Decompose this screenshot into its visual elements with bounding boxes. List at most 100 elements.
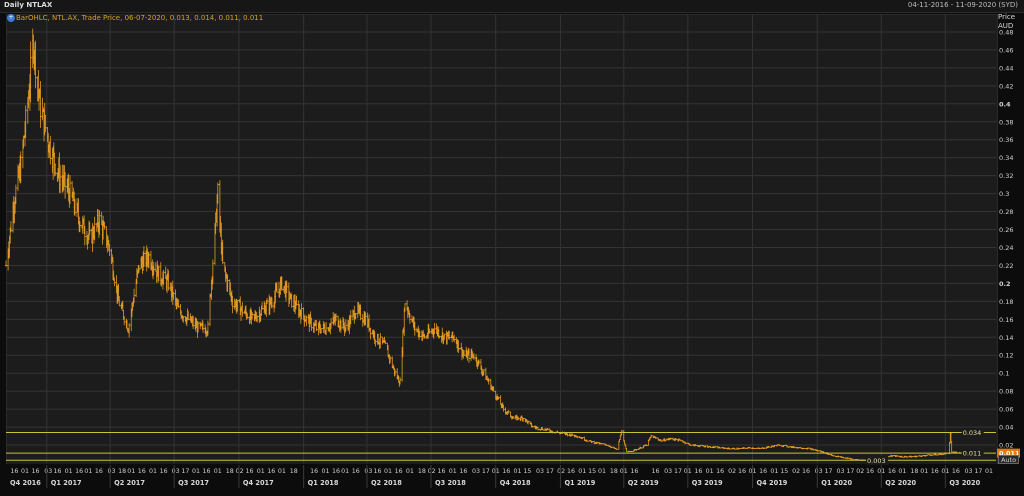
x-tick-label: 16: [395, 468, 403, 475]
x-tick-label: 16: [802, 468, 810, 475]
ohlc-bar: [925, 454, 929, 457]
y-tick-label: 0.44: [999, 64, 1013, 72]
x-tick-label: 01: [149, 468, 157, 475]
horizontal-lines: 0.034 0.011 0.003: [6, 427, 996, 465]
x-tick-label: 03: [536, 468, 544, 475]
quarter-label: Q4 2017: [243, 479, 274, 487]
ohlc-bar: [650, 434, 653, 438]
x-tick-label: 16: [75, 468, 83, 475]
x-tick-label: 16: [502, 468, 510, 475]
y-axis-title-currency: AUD: [998, 22, 1014, 30]
ohlc-bar: [920, 455, 924, 457]
horizontal-line-label-bg: [961, 448, 984, 458]
x-tick-label: 01: [598, 468, 606, 475]
y-axis-title-price: Price: [998, 13, 1016, 21]
x-tick-label: 01: [985, 468, 993, 475]
x-tick-label: 02: [236, 468, 244, 475]
y-tick-label: 0.42: [999, 82, 1013, 90]
horizontal-line-label: 0.034: [963, 429, 982, 437]
x-tick-label: 17: [674, 468, 682, 475]
quarter-label: Q4 2019: [757, 479, 788, 487]
y-tick-label: 0.46: [999, 46, 1013, 54]
x-tick-label: 01: [214, 468, 222, 475]
y-axis-title: Price AUD: [998, 13, 1015, 31]
chart-settings-icon[interactable]: +: [7, 14, 15, 22]
grid: [6, 14, 996, 463]
x-tick-label: 15: [780, 468, 788, 475]
horizontal-line-label: 0.011: [963, 450, 982, 458]
ohlc-bar: [763, 447, 766, 449]
ohlc-bar: [305, 315, 308, 327]
ohlc-bars: [4, 28, 973, 462]
horizontal-line-label-bg: [961, 427, 984, 437]
quarter-label: Q1 2019: [564, 479, 595, 487]
x-tick-label: 16: [95, 468, 103, 475]
y-tick-label: 0.26: [999, 226, 1013, 234]
x-tick-label: 01: [898, 468, 906, 475]
x-tick-label: 01: [21, 468, 29, 475]
ohlc-bar: [664, 438, 668, 442]
x-tick-label: 16: [138, 468, 146, 475]
ohlc-bar: [154, 262, 158, 272]
ohlc-bar: [625, 448, 628, 453]
x-tick-label: 16: [931, 468, 939, 475]
x-tick-label: 17: [846, 468, 854, 475]
x-tick-label: 16: [759, 468, 767, 475]
ohlc-bar: [679, 439, 682, 442]
ohlc-bar: [768, 446, 771, 448]
x-axis-bar: [0, 464, 1024, 496]
x-tick-label: 16: [438, 468, 446, 475]
x-tick-label: 01: [706, 468, 714, 475]
x-tick-label: 16: [459, 468, 467, 475]
x-tick-label: 01: [449, 468, 457, 475]
quarter-label: Q2 2017: [114, 479, 145, 487]
last-price-tag-label: 0.011: [999, 450, 1020, 458]
series-legend[interactable]: + BarOHLC, NTL.AX, Trade Price, 06-07-202…: [7, 14, 263, 22]
x-tick-label: 16: [160, 468, 168, 475]
plot-area[interactable]: [6, 14, 998, 465]
x-tick-label: 16: [245, 468, 253, 475]
x-tick-label: 16: [630, 468, 638, 475]
x-tick-label: 16: [374, 468, 382, 475]
x-tick-label: 01: [84, 468, 92, 475]
x-tick-label: 16: [952, 468, 960, 475]
x-tick-label: 17: [181, 468, 189, 475]
x-tick-label: 17: [482, 468, 490, 475]
x-tick-label: 15: [588, 468, 596, 475]
ohlc-bar: [499, 395, 502, 405]
x-tick-label: 01: [514, 468, 522, 475]
ohlc-bar: [950, 441, 953, 453]
x-tick-label: 03: [364, 468, 372, 475]
x-tick-label: 02: [428, 468, 436, 475]
quarter-label: Q4 2018: [500, 479, 531, 487]
quarter-label: Q3 2018: [435, 479, 466, 487]
y-tick-label: 0.28: [999, 208, 1013, 216]
x-tick-label: 03: [815, 468, 823, 475]
y-tick-label: 0.06: [999, 406, 1013, 414]
x-tick-label: 16: [332, 468, 340, 475]
y-tick-label: 0.04: [999, 424, 1013, 432]
ohlc-bar: [733, 448, 737, 450]
y-tick-label: 0.2: [999, 280, 1011, 288]
x-tick-label: 16: [651, 468, 659, 475]
x-tick-label: 03: [172, 468, 180, 475]
y-tick-label: 0.3: [999, 190, 1009, 198]
ohlc-bar: [911, 456, 914, 458]
ohlc-bar: [807, 447, 811, 449]
auto-scale-button[interactable]: Auto: [998, 455, 1019, 464]
ohlc-bar: [748, 447, 751, 449]
x-tick-label: 18: [610, 468, 618, 475]
ohlc-bar: [935, 454, 939, 456]
x-tick-label: 03: [472, 468, 480, 475]
quarter-label: Q2 2018: [371, 479, 402, 487]
x-tick-label: 18: [226, 468, 234, 475]
y-tick-label: 0.12: [999, 352, 1013, 360]
x-tick-label: 16: [567, 468, 575, 475]
x-tick-label: 02: [728, 468, 736, 475]
ohlc-bar: [39, 81, 42, 128]
x-tick-label: 03: [108, 468, 116, 475]
x-tick-label: 18: [418, 468, 426, 475]
ohlc-bar: [753, 448, 756, 450]
x-tick-label: 03: [664, 468, 672, 475]
